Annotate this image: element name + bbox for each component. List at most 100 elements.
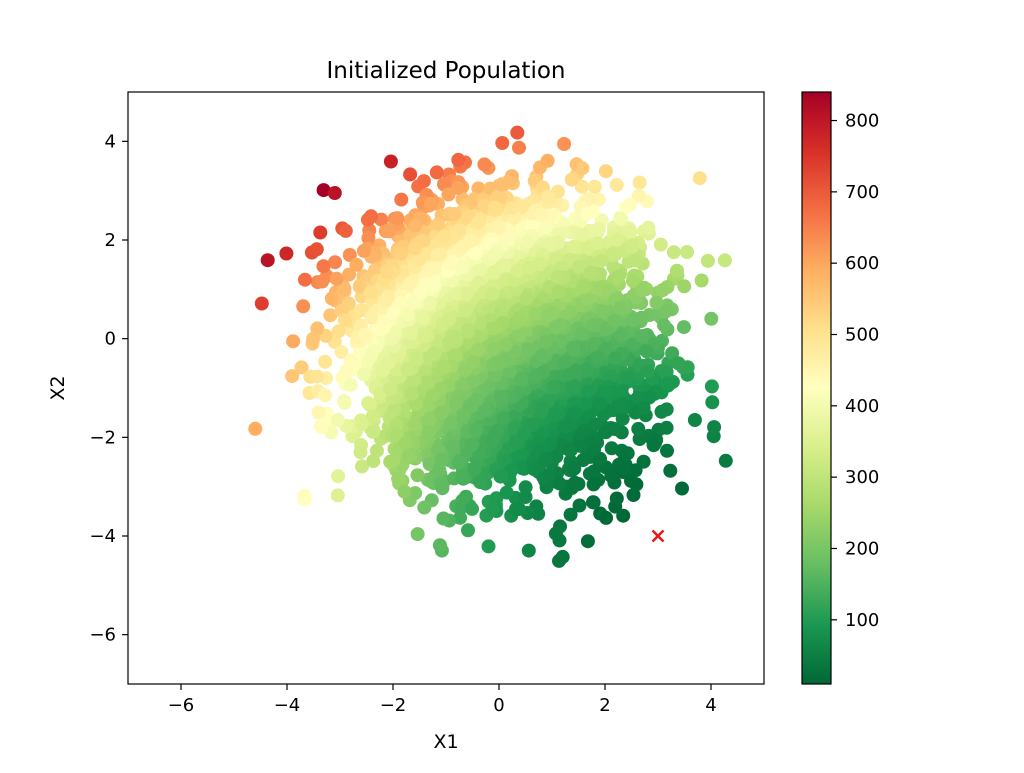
data-point — [313, 419, 328, 434]
data-point — [442, 312, 456, 327]
data-point — [718, 453, 733, 468]
data-point — [362, 398, 377, 412]
data-point — [409, 351, 424, 366]
data-point — [519, 291, 534, 306]
data-point — [384, 331, 399, 346]
data-point — [603, 369, 618, 384]
data-point — [490, 189, 505, 204]
data-point — [434, 452, 449, 467]
data-point — [580, 534, 595, 549]
data-point — [591, 192, 606, 207]
data-point — [655, 283, 670, 297]
data-point — [579, 206, 594, 221]
data-point — [477, 198, 492, 213]
data-point — [248, 421, 263, 436]
data-point — [364, 209, 379, 224]
data-point — [512, 502, 526, 516]
data-point — [279, 246, 294, 261]
data-point — [390, 211, 405, 226]
data-point — [408, 486, 423, 501]
data-point — [494, 469, 509, 484]
data-point — [517, 426, 532, 441]
data-point — [541, 308, 556, 323]
data-point — [260, 253, 275, 268]
data-point — [608, 351, 623, 366]
data-point — [404, 326, 418, 341]
data-point — [515, 461, 530, 476]
data-point — [653, 237, 668, 252]
data-point — [432, 463, 447, 477]
data-point — [497, 298, 511, 313]
data-point — [324, 291, 339, 306]
data-point — [629, 477, 644, 492]
data-point — [636, 454, 651, 469]
data-point — [538, 220, 553, 235]
data-point — [488, 368, 503, 383]
data-point — [566, 340, 581, 355]
data-point — [421, 424, 436, 439]
data-point — [477, 403, 492, 418]
data-point — [342, 248, 357, 262]
data-point — [430, 248, 445, 263]
data-point — [366, 454, 381, 468]
data-point — [437, 229, 452, 244]
data-point — [499, 485, 514, 500]
data-point — [609, 177, 624, 192]
data-point — [660, 443, 674, 458]
data-point — [311, 405, 326, 420]
data-point — [394, 192, 409, 207]
data-point — [609, 232, 624, 247]
data-point — [468, 246, 483, 261]
data-point — [254, 296, 269, 311]
data-point — [323, 308, 338, 323]
data-point — [659, 420, 674, 435]
data-point — [339, 363, 354, 378]
data-point — [692, 171, 707, 186]
data-point — [451, 455, 466, 470]
data-point — [535, 401, 550, 416]
data-point — [580, 362, 595, 377]
data-point — [377, 294, 392, 308]
data-point — [337, 281, 352, 296]
data-point — [337, 395, 352, 410]
data-point — [580, 384, 595, 399]
data-point — [363, 285, 378, 300]
data-point — [511, 328, 526, 342]
data-point — [349, 257, 364, 272]
data-point — [469, 423, 484, 438]
data-point — [604, 469, 619, 484]
data-point — [609, 491, 624, 506]
data-point — [580, 292, 595, 307]
data-point — [586, 495, 601, 510]
data-point — [327, 186, 342, 200]
data-point — [487, 265, 502, 280]
data-point — [353, 445, 368, 460]
data-point — [443, 257, 458, 271]
data-point — [659, 402, 674, 417]
data-point — [663, 463, 678, 478]
data-point — [361, 231, 376, 245]
data-point — [492, 221, 507, 236]
data-point — [486, 321, 501, 336]
data-point — [394, 295, 409, 310]
data-point — [358, 327, 373, 342]
data-point — [338, 223, 353, 238]
data-point — [357, 367, 371, 382]
data-point — [551, 285, 566, 299]
data-point — [564, 172, 579, 187]
data-point — [426, 276, 441, 291]
data-point — [417, 500, 432, 515]
data-point — [401, 307, 416, 322]
data-point — [403, 167, 418, 182]
data-point — [387, 402, 402, 417]
data-point — [620, 370, 634, 385]
data-point — [535, 348, 550, 363]
data-point — [448, 330, 463, 344]
data-point — [383, 154, 398, 169]
data-point — [528, 307, 543, 322]
data-point — [694, 273, 709, 288]
data-point — [675, 481, 689, 496]
data-point — [522, 260, 537, 275]
data-point — [455, 469, 470, 484]
data-point — [318, 388, 332, 403]
